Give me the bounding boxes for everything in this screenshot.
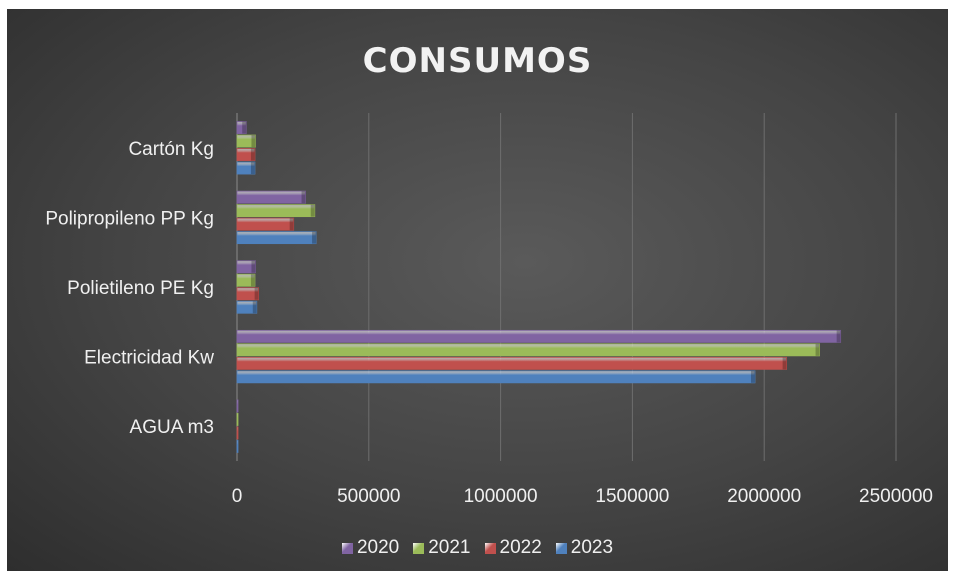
chart-legend: 2020 2021 2022 2023: [7, 537, 948, 559]
bar-2020: [236, 329, 842, 343]
bar-2022: [236, 426, 239, 440]
bar-2023: [236, 300, 258, 314]
x-tick-label: 2500000: [859, 486, 933, 507]
bar-bevel: [250, 274, 255, 287]
bar-bevel: [289, 218, 294, 231]
legend-item-2020: 2020: [341, 537, 400, 559]
x-tick-label: 1000000: [464, 486, 538, 507]
category-label: Polipropileno PP Kg: [45, 208, 214, 229]
bar-2022: [236, 217, 295, 231]
category-label: Electricidad Kw: [84, 348, 214, 369]
bar-2023: [236, 370, 756, 384]
legend-label: 2023: [570, 537, 614, 558]
bar-bevel: [310, 204, 315, 217]
bar-2023: [236, 161, 256, 175]
legend-item-2023: 2023: [555, 537, 614, 559]
legend-swatch: [341, 542, 353, 554]
bar-2023: [236, 231, 317, 245]
bar-bevel: [252, 301, 257, 314]
bar-2021: [236, 343, 820, 357]
legend-label: 2020: [356, 537, 400, 558]
category-label: Cartón Kg: [128, 139, 214, 160]
x-tick-label: 0: [232, 486, 243, 507]
bar-2020: [236, 121, 247, 134]
bar-2022: [236, 287, 260, 301]
legend-swatch: [413, 542, 425, 554]
x-tick-label: 2000000: [727, 486, 801, 507]
legend-label: 2022: [499, 537, 542, 558]
bar-2020: [236, 399, 239, 413]
bar-bevel: [301, 191, 306, 204]
bar-bevel: [750, 370, 755, 383]
bar-2021: [236, 204, 316, 218]
x-tick-label: 1500000: [595, 486, 669, 507]
bar-bevel: [250, 162, 255, 175]
legend-label: 2021: [428, 537, 471, 558]
bar-2021: [236, 413, 239, 426]
bar-2021: [236, 273, 256, 287]
bar-bevel: [254, 287, 259, 300]
category-label: Polietileno PE Kg: [67, 278, 214, 299]
bar-bevel: [251, 135, 256, 148]
bar-bevel: [782, 357, 787, 370]
chart-title: CONSUMOS: [362, 41, 593, 81]
x-tick-label: 500000: [337, 486, 400, 507]
chart-plot: 0 500000 1000000 1500000 2000000 2500000 AGUA …: [45, 113, 933, 507]
legend-item-2022: 2022: [484, 537, 542, 559]
bar-2022: [236, 148, 256, 161]
bar-bevel: [815, 343, 820, 356]
bar-bevel: [312, 231, 317, 244]
bar-bevel: [251, 260, 256, 273]
bar-2023: [236, 440, 239, 453]
bar-2020: [236, 190, 306, 204]
bar-2020: [236, 260, 256, 274]
legend-swatch: [555, 542, 567, 554]
bar-bevel: [250, 148, 255, 161]
bar-2022: [236, 356, 788, 370]
bar-2021: [236, 134, 256, 148]
bar-bevel: [836, 330, 841, 343]
legend-item-2021: 2021: [413, 537, 471, 559]
bar-bevel: [242, 121, 247, 134]
chart-area: CONSUMOS 0 500000 1000000 1500000 2000000 250…: [7, 9, 948, 571]
category-label: AGUA m3: [130, 417, 214, 438]
legend-swatch: [484, 542, 496, 554]
